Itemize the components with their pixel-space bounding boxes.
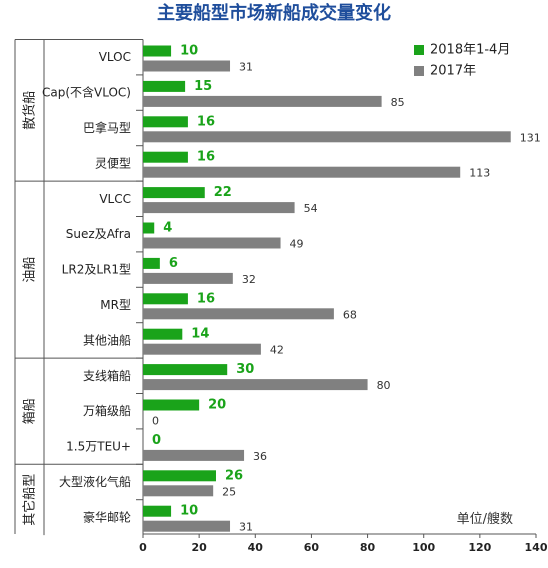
category-label: 大型液化气船 [59,474,131,489]
category-label: VLCC [99,192,131,206]
category-label: Cap(不含VLOC) [42,85,131,100]
bar-2018 [143,45,172,57]
category-label: 豪华邮轮 [83,509,131,524]
group-label: 油船 [23,257,38,283]
bar-label-2018: 16 [197,114,215,129]
category-label: 支线箱船 [83,368,131,383]
bar-2018 [143,116,188,128]
group-label: 箱船 [22,398,38,424]
x-tick-label: 40 [248,541,264,554]
chart-frame [14,39,536,536]
group-label: 散货船 [22,91,38,130]
x-tick-label: 0 [139,541,147,554]
bar-label-2018: 10 [180,44,198,59]
bar-2018 [143,187,205,199]
bar-label-2017: 131 [520,131,541,144]
category-label: 1.5万TEU+ [66,440,131,454]
category-label: MR型 [100,298,131,312]
bar-2018 [143,364,228,376]
bar-label-2017: 49 [290,238,304,251]
bar-2018 [143,222,155,234]
bar-label-2017: 85 [391,96,405,109]
bar-2017 [143,95,382,107]
category-label: VLOC [99,50,131,64]
x-tick-label: 140 [525,541,548,554]
x-tick-label: 100 [412,541,435,554]
x-ticks: 0 20 40 60 80 100 120 140 [139,534,548,554]
category-label: Suez及Afra [66,227,131,241]
bar-2017 [143,449,245,461]
bar-2017 [143,166,461,178]
bar-label-2018: 16 [197,291,215,306]
x-tick-label: 80 [360,541,376,554]
bar-2018 [143,399,200,411]
bar-label-2018: 10 [180,504,198,519]
bar-label-2017: 80 [377,379,391,392]
bar-label-2017: 31 [239,521,253,534]
bar-2017 [143,379,368,391]
bar-label-2018: 20 [208,398,226,413]
bar-label-2018: 4 [163,221,172,236]
category-label: 巴拿马型 [83,120,131,135]
legend-swatch [414,66,424,76]
category-label: LR2及LR1型 [62,263,131,277]
bar-label-2018: 0 [152,433,161,448]
bar-label-2017: 25 [222,485,236,498]
legend-label: 2017年 [430,64,476,79]
bar-2018 [143,151,188,163]
bar-label-2017: 31 [239,61,253,74]
bar-2017 [143,272,233,284]
x-tick-label: 20 [191,541,207,554]
bar-2018 [143,257,160,269]
bar-2018 [143,80,186,92]
bar-2017 [143,343,261,355]
legend: 2018年1-4月 2017年 [414,43,510,79]
unit-note: 单位/艘数 [457,511,513,527]
bar-label-2017: 54 [304,202,318,215]
bar-label-2018: 26 [225,468,243,483]
group-label: 其它船型 [22,474,38,526]
bar-label-2018: 14 [191,327,209,342]
legend-swatch [414,45,424,55]
bar-label-2018: 30 [236,362,254,377]
bar-label-2018: 16 [197,150,215,165]
bar-label-2018: 15 [194,79,212,94]
category-label: 万箱级船 [83,403,131,418]
bar-label-2018: 22 [214,185,232,200]
bar-2017 [143,202,295,214]
chart-title: 主要船型市场新船成交量变化 [157,2,391,24]
bar-label-2017: 32 [242,273,256,286]
bar-label-2017: 68 [343,308,357,321]
bar-2017 [143,308,334,320]
x-tick-label: 120 [468,541,491,554]
bar-2018 [143,328,183,340]
bar-2018 [143,505,172,517]
x-tick-label: 60 [304,541,320,554]
category-label: 灵便型 [95,156,131,170]
bar-label-2018: 6 [169,256,178,271]
bar-2017 [143,520,231,532]
bar-2017 [143,237,281,249]
bar-label-2017: 36 [253,450,267,463]
legend-label: 2018年1-4月 [430,43,510,58]
bar-2017 [143,485,214,497]
bar-2018 [143,293,188,305]
bars: 10 31 15 85 16 131 16 113 22 54 4 49 6 32 16 68 14 42 30 80… [143,44,541,534]
bar-label-2017: 0 [152,415,159,428]
bar-label-2017: 113 [469,167,490,180]
bar-2017 [143,60,231,72]
category-label: 其他油船 [83,333,131,347]
bar-label-2017: 42 [270,344,284,357]
bar-2018 [143,470,216,482]
bar-2017 [143,131,511,143]
